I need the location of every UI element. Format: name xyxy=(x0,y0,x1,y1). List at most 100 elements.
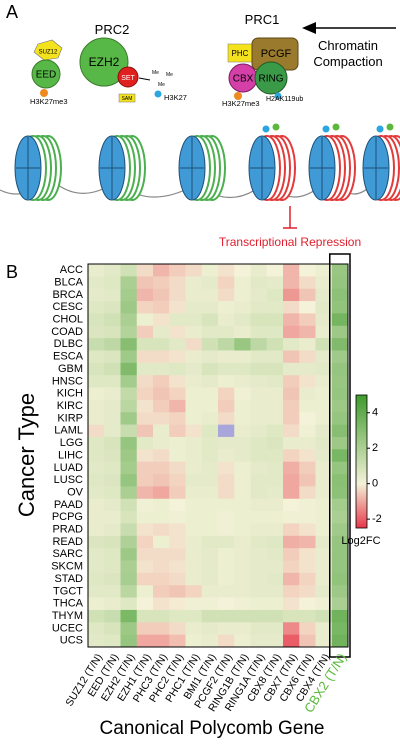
y-tick-label: STAD xyxy=(54,573,83,585)
heat-cell xyxy=(331,276,349,290)
heat-cell xyxy=(201,622,219,635)
heat-cell xyxy=(266,387,284,401)
heat-cell xyxy=(266,288,284,302)
heat-cell xyxy=(104,375,121,388)
panel-label: B xyxy=(6,262,18,282)
heat-cell xyxy=(169,634,186,648)
heat-cell xyxy=(136,301,154,314)
heat-cell xyxy=(201,325,219,339)
heat-cell xyxy=(104,412,121,425)
cbx-label: CBX xyxy=(233,74,254,85)
heat-cell xyxy=(266,622,284,635)
heat-cell xyxy=(234,597,251,611)
heat-cell xyxy=(136,535,154,549)
heat-cell xyxy=(153,585,170,598)
heat-cell xyxy=(185,609,203,623)
heat-cell xyxy=(153,288,170,302)
heat-cell xyxy=(299,461,316,475)
heat-cell xyxy=(201,424,219,438)
heat-cell xyxy=(201,412,219,425)
heat-cell xyxy=(331,474,349,487)
heat-cell xyxy=(153,535,170,549)
heat-cell xyxy=(201,313,219,327)
heat-cell xyxy=(169,436,186,450)
heat-cell xyxy=(88,560,105,574)
heat-cell xyxy=(299,622,316,635)
heat-cell xyxy=(185,338,203,351)
heat-cell xyxy=(283,511,300,524)
heat-cell xyxy=(218,276,235,290)
heat-cell xyxy=(120,288,138,302)
heat-cell xyxy=(136,375,154,388)
heat-cell xyxy=(218,288,235,302)
plot-frame xyxy=(87,263,349,648)
heat-cell xyxy=(234,325,251,339)
heat-cell xyxy=(234,399,251,413)
heat-cell xyxy=(169,572,186,586)
heat-cell xyxy=(153,375,170,388)
heat-cell xyxy=(136,387,154,401)
heat-cell xyxy=(299,338,316,351)
heat-cell xyxy=(169,560,186,574)
heat-cell xyxy=(201,301,219,314)
heat-cell xyxy=(250,622,268,635)
heat-cell xyxy=(315,597,333,611)
heat-cell xyxy=(169,498,186,512)
heat-cell xyxy=(185,498,203,512)
heat-cell xyxy=(201,634,219,648)
heat-cell xyxy=(185,511,203,524)
heat-cell xyxy=(234,622,251,635)
heat-cell xyxy=(331,634,349,648)
heat-cell xyxy=(299,511,316,524)
heat-cell xyxy=(331,412,349,425)
heat-cell xyxy=(88,276,105,290)
sam-label: SAM xyxy=(122,96,133,102)
colorbar xyxy=(355,394,368,529)
heat-cell xyxy=(315,338,333,351)
heat-cell xyxy=(120,264,138,277)
heat-cell xyxy=(266,523,284,537)
heat-cell xyxy=(283,634,300,648)
heat-cell xyxy=(299,449,316,462)
heat-cell xyxy=(234,486,251,500)
heat-cell xyxy=(88,548,105,561)
heat-cell xyxy=(331,436,349,450)
repression-label: Transcriptional Repression xyxy=(219,235,361,249)
ring-shape xyxy=(254,61,288,95)
heat-cell xyxy=(201,523,219,537)
heat-cell xyxy=(234,523,251,537)
heat-cell xyxy=(234,362,251,376)
ezh2-label: EZH2 xyxy=(89,55,120,69)
heat-cell xyxy=(315,585,333,598)
heat-cell xyxy=(250,548,268,561)
heat-cell xyxy=(185,399,203,413)
heat-cell xyxy=(120,609,138,623)
heat-cell xyxy=(120,474,138,487)
heat-cell xyxy=(153,609,170,623)
heat-cell xyxy=(88,412,105,425)
heat-cell xyxy=(283,301,300,314)
heat-cell xyxy=(331,572,349,586)
heat-cell xyxy=(136,350,154,364)
heat-cell xyxy=(315,288,333,302)
heat-cell xyxy=(331,622,349,635)
heat-cell xyxy=(169,399,186,413)
arrow-head xyxy=(302,22,316,34)
heat-cell xyxy=(315,449,333,462)
heat-cell xyxy=(104,585,121,598)
heat-cell xyxy=(185,288,203,302)
heat-cell xyxy=(266,362,284,376)
heat-cell xyxy=(315,572,333,586)
heat-cell xyxy=(218,622,235,635)
heat-cell xyxy=(266,276,284,290)
heat-cell xyxy=(283,375,300,388)
heat-cell xyxy=(88,436,105,450)
heat-cell xyxy=(169,264,186,277)
heat-cell xyxy=(283,449,300,462)
y-axis-label: Cancer Type xyxy=(14,393,39,517)
heat-cell xyxy=(120,511,138,524)
heat-cell xyxy=(234,350,251,364)
heat-cell xyxy=(250,486,268,500)
heat-cell xyxy=(315,523,333,537)
heat-cell xyxy=(185,350,203,364)
